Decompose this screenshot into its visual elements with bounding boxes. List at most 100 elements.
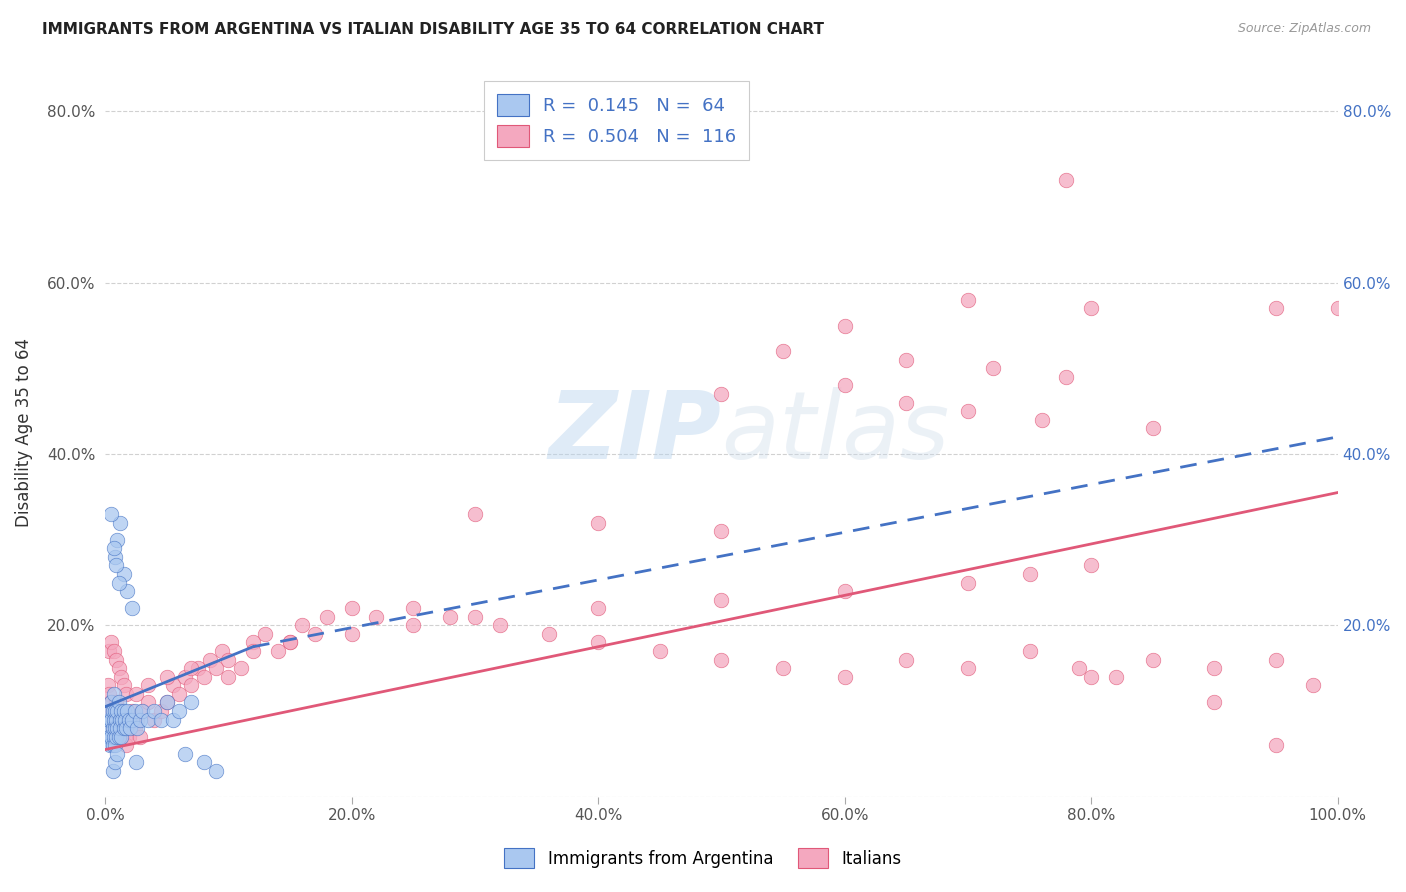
Point (1142, 652, 1164, 666)
Point (834, 318, 856, 333)
Point (112, 704, 135, 718)
Point (114, 713, 136, 727)
Point (648, 644, 671, 658)
Point (710, 387, 733, 401)
Point (156, 670, 179, 684)
Point (1326, 301, 1348, 316)
Point (439, 609, 461, 624)
Point (211, 644, 233, 658)
Point (180, 695, 202, 709)
Point (125, 756, 148, 770)
Point (896, 652, 918, 666)
Point (488, 618, 510, 632)
Point (107, 713, 129, 727)
Point (105, 652, 128, 666)
Point (193, 756, 215, 770)
Point (103, 687, 125, 701)
Point (174, 747, 197, 761)
Point (174, 670, 197, 684)
Point (100, 713, 122, 727)
Point (107, 721, 129, 735)
Point (111, 704, 134, 718)
Point (193, 670, 215, 684)
Point (104, 704, 127, 718)
Point (981, 361, 1004, 376)
Point (586, 635, 609, 649)
Point (118, 713, 141, 727)
Point (162, 713, 184, 727)
Point (834, 378, 856, 392)
Point (100, 730, 122, 744)
Point (586, 516, 609, 530)
Point (167, 687, 190, 701)
Point (156, 695, 179, 709)
Point (101, 739, 124, 753)
Point (127, 721, 149, 735)
Point (103, 541, 125, 556)
Point (956, 661, 979, 675)
Point (402, 601, 425, 615)
Point (128, 713, 150, 727)
Point (107, 721, 129, 735)
Point (834, 584, 856, 599)
Point (111, 713, 134, 727)
Point (1031, 413, 1053, 427)
Point (112, 721, 135, 735)
Text: ZIP: ZIP (548, 386, 721, 479)
Point (103, 730, 125, 744)
Point (124, 721, 146, 735)
Point (772, 344, 794, 359)
Point (108, 721, 131, 735)
Point (103, 713, 125, 727)
Point (101, 704, 124, 718)
Point (101, 721, 124, 735)
Point (242, 635, 264, 649)
Point (136, 678, 159, 692)
Point (131, 704, 153, 718)
Point (117, 584, 139, 599)
Point (110, 713, 132, 727)
Point (136, 713, 159, 727)
Point (205, 661, 228, 675)
Point (1067, 661, 1090, 675)
Point (896, 352, 918, 367)
Point (1204, 695, 1226, 709)
Point (108, 516, 131, 530)
Point (100, 635, 122, 649)
Point (127, 713, 149, 727)
Point (104, 721, 127, 735)
Point (115, 739, 138, 753)
Point (464, 507, 486, 521)
Point (291, 618, 314, 632)
Point (1080, 670, 1102, 684)
Point (366, 609, 388, 624)
Point (108, 730, 131, 744)
Point (198, 652, 221, 666)
Point (1056, 370, 1078, 384)
Point (104, 739, 127, 753)
Point (110, 704, 132, 718)
Point (956, 404, 979, 418)
Point (180, 661, 202, 675)
Point (537, 627, 560, 641)
Point (107, 730, 129, 744)
Point (1080, 301, 1102, 316)
Point (104, 549, 127, 564)
Point (101, 721, 124, 735)
Point (112, 721, 135, 735)
Text: Source: ZipAtlas.com: Source: ZipAtlas.com (1237, 22, 1371, 36)
Point (586, 601, 609, 615)
Point (103, 644, 125, 658)
Point (304, 627, 326, 641)
Point (896, 395, 918, 409)
Point (340, 627, 363, 641)
Point (217, 652, 239, 666)
Point (117, 704, 139, 718)
Point (110, 730, 132, 744)
Point (114, 730, 136, 744)
Point (143, 704, 166, 718)
Point (1302, 678, 1324, 692)
Point (167, 704, 190, 718)
Point (115, 687, 138, 701)
Point (117, 713, 139, 727)
